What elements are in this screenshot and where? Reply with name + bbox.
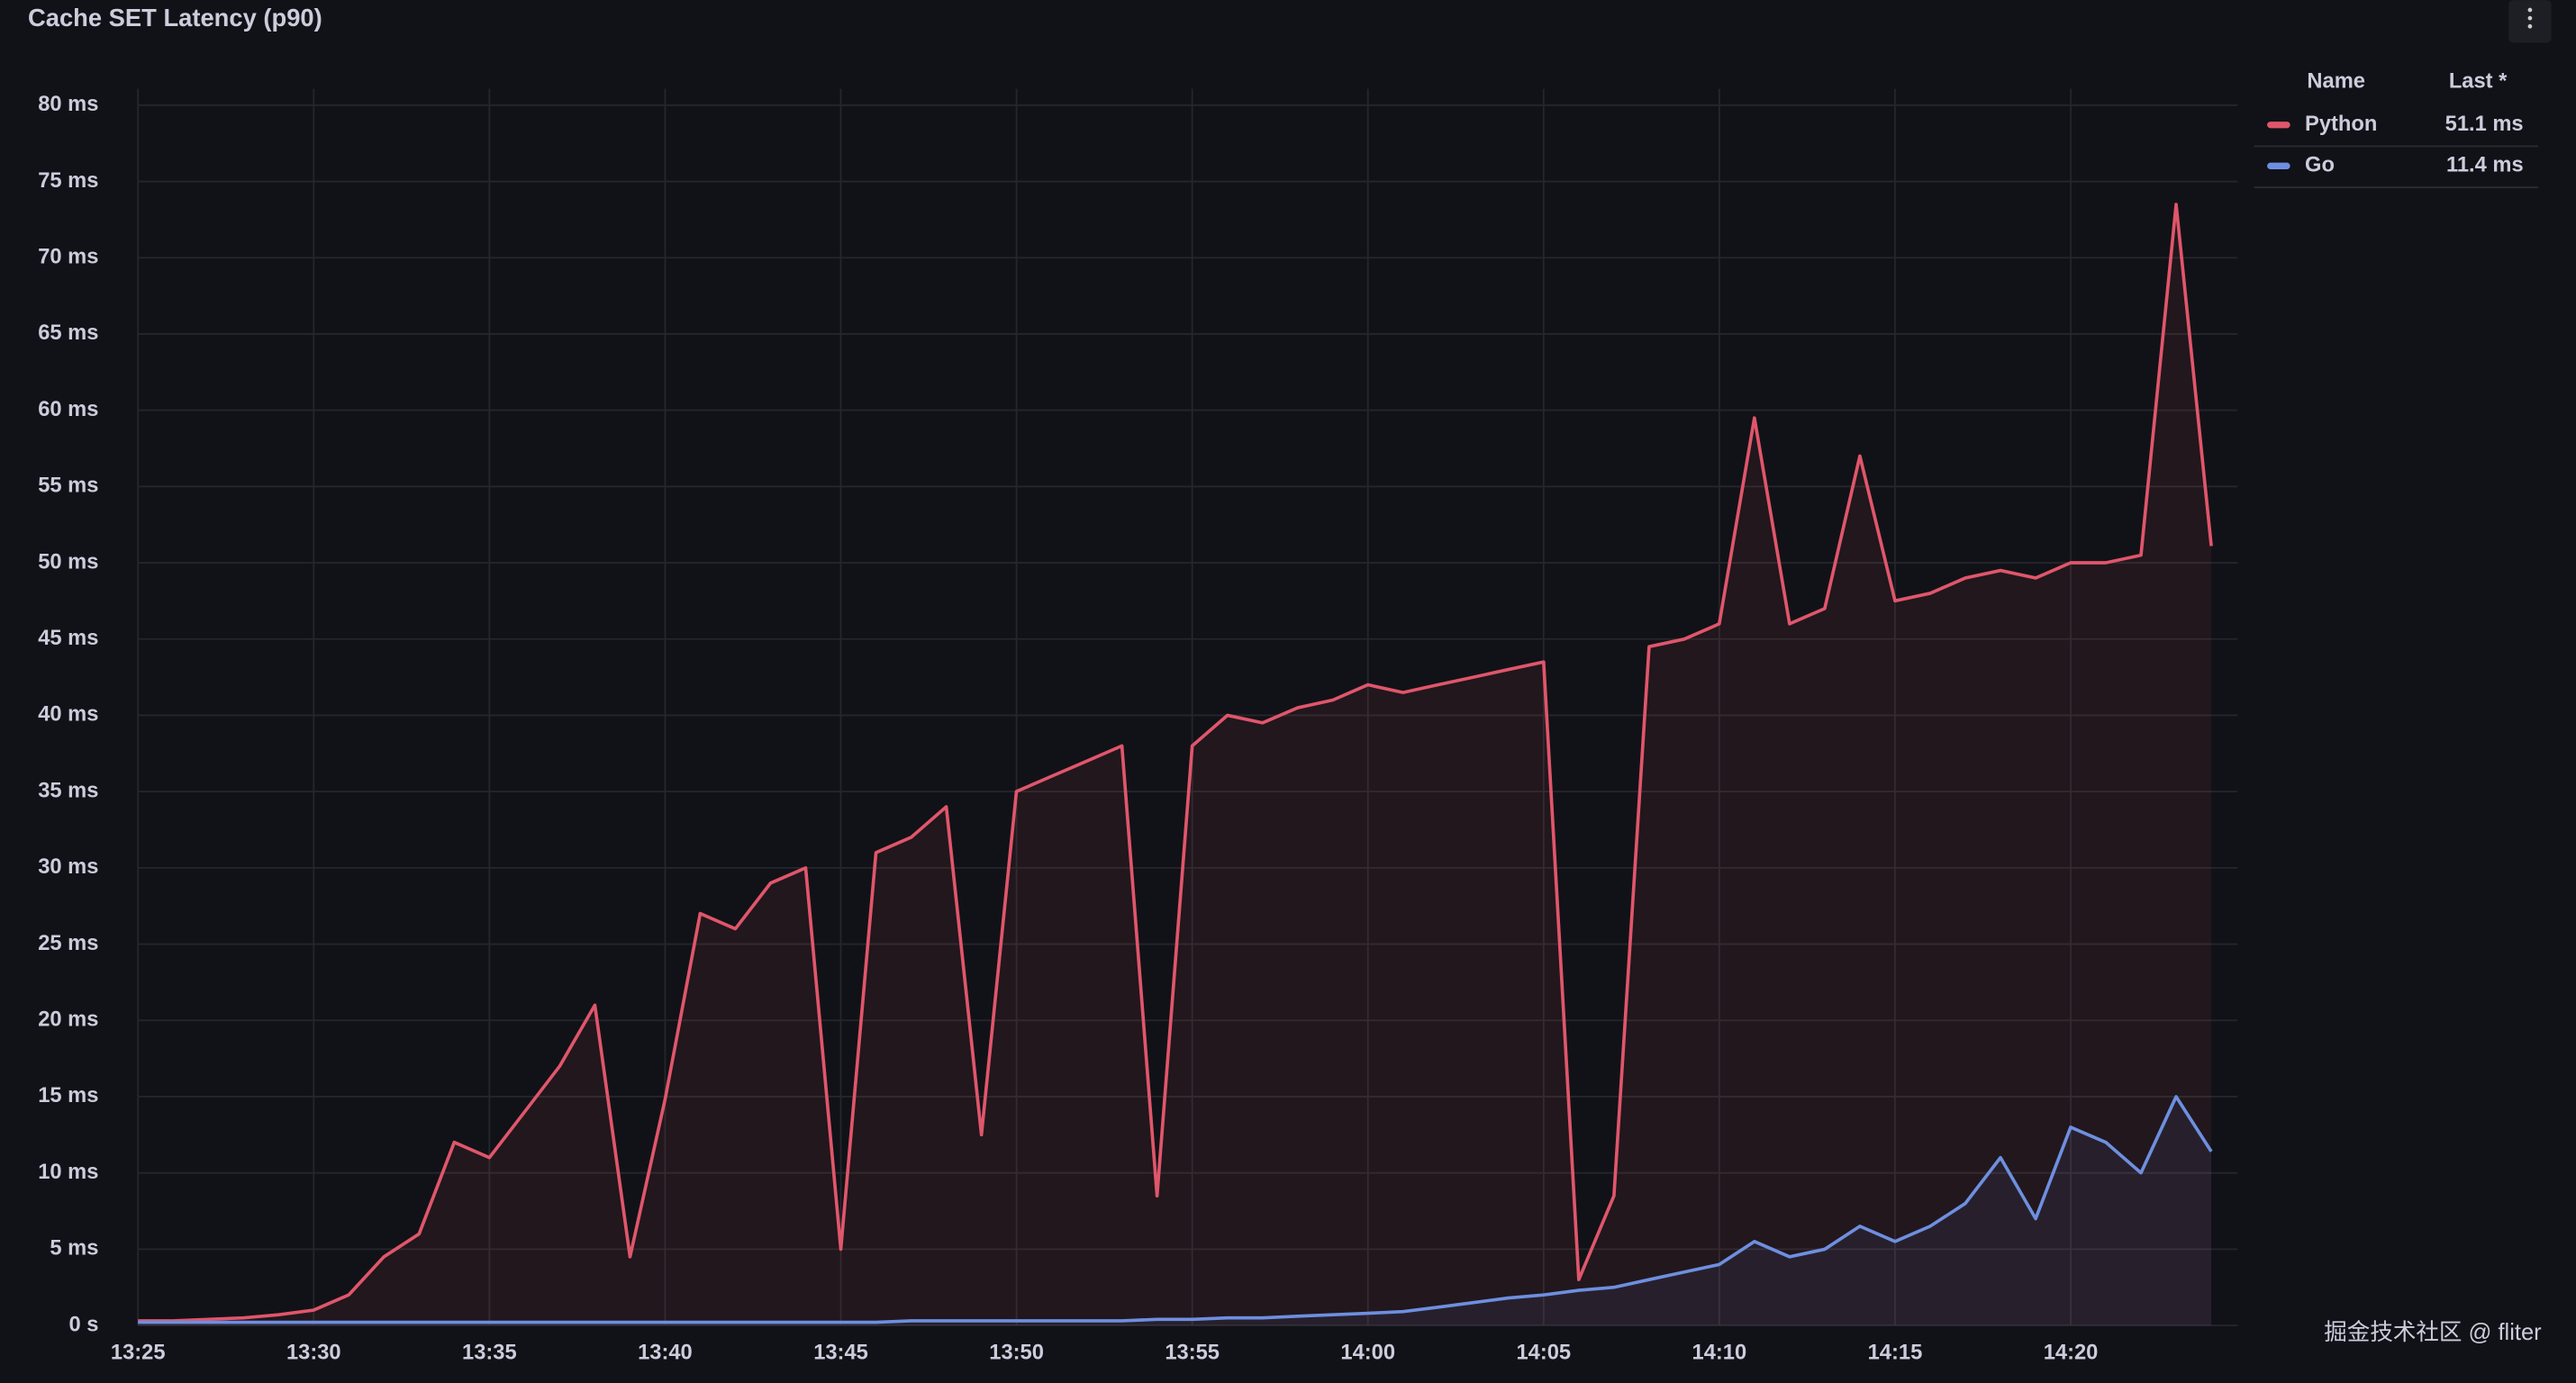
y-tick-label: 45 ms xyxy=(38,627,98,650)
y-tick-label: 25 ms xyxy=(38,932,98,955)
x-tick-label: 13:35 xyxy=(462,1341,517,1364)
y-tick-label: 55 ms xyxy=(38,475,98,498)
y-tick-label: 20 ms xyxy=(38,1008,98,1032)
legend-swatch xyxy=(2267,162,2290,169)
y-tick-label: 35 ms xyxy=(38,779,98,802)
x-tick-label: 13:30 xyxy=(286,1341,341,1364)
x-tick-label: 14:20 xyxy=(2044,1341,2099,1364)
y-tick-label: 75 ms xyxy=(38,169,98,193)
x-tick-label: 13:40 xyxy=(638,1341,693,1364)
menu-dot xyxy=(2527,15,2533,21)
legend-last-value: 11.4 ms xyxy=(2446,154,2524,177)
y-tick-label: 30 ms xyxy=(38,855,98,879)
legend-last-value: 51.1 ms xyxy=(2445,113,2524,136)
x-tick-label: 13:50 xyxy=(989,1341,1044,1364)
series-line xyxy=(138,203,2213,1323)
y-tick-label: 80 ms xyxy=(38,93,98,116)
y-tick-label: 60 ms xyxy=(38,398,98,421)
x-tick-label: 14:00 xyxy=(1340,1341,1395,1364)
x-tick-label: 13:45 xyxy=(813,1341,868,1364)
x-tick-label: 14:10 xyxy=(1692,1341,1747,1364)
menu-dot xyxy=(2527,7,2533,13)
legend-swatch xyxy=(2267,122,2290,129)
legend-name[interactable]: Python xyxy=(2305,113,2377,136)
legend-name[interactable]: Go xyxy=(2305,154,2335,177)
legend-header-last[interactable]: Last * xyxy=(2449,70,2508,94)
y-tick-label: 15 ms xyxy=(38,1084,98,1107)
watermark: 掘金技术社区 @ fliter xyxy=(2324,1320,2542,1345)
y-tick-label: 40 ms xyxy=(38,703,98,727)
series-area xyxy=(138,204,2212,1326)
legend-header-name[interactable]: Name xyxy=(2307,70,2365,94)
series-line xyxy=(138,1095,2213,1324)
x-tick-label: 13:55 xyxy=(1165,1341,1220,1364)
menu-dot xyxy=(2527,23,2533,29)
y-tick-label: 10 ms xyxy=(38,1161,98,1184)
y-tick-label: 70 ms xyxy=(38,246,98,269)
series-area xyxy=(138,1096,2212,1326)
x-tick-label: 14:15 xyxy=(1868,1341,1923,1364)
y-tick-label: 0 s xyxy=(68,1313,98,1336)
y-tick-label: 65 ms xyxy=(38,321,98,345)
y-tick-label: 50 ms xyxy=(38,550,98,574)
panel-title: Cache SET Latency (p90) xyxy=(28,4,322,32)
x-tick-label: 14:05 xyxy=(1516,1341,1571,1364)
menu-button[interactable] xyxy=(2508,0,2552,43)
x-tick-label: 13:25 xyxy=(111,1341,166,1364)
y-tick-label: 5 ms xyxy=(50,1237,98,1261)
